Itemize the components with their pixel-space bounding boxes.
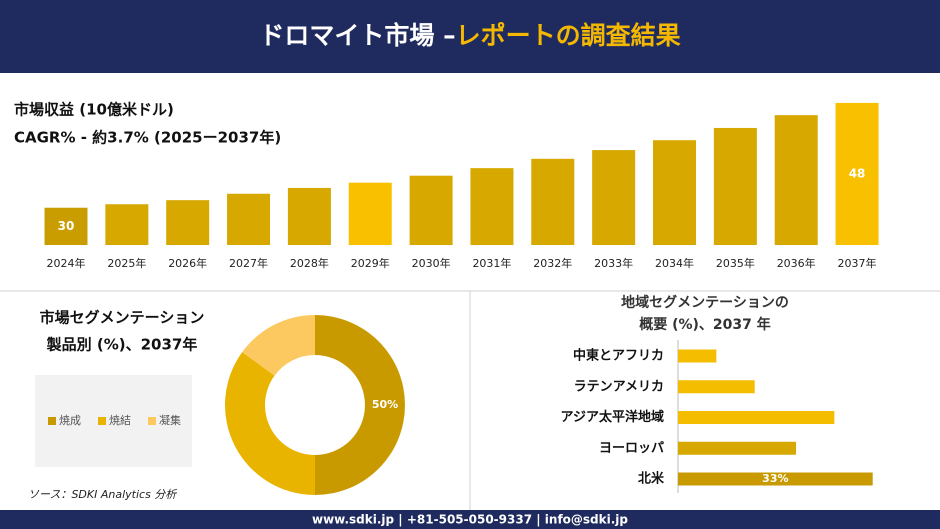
footer-band (0, 510, 940, 529)
bar (348, 182, 392, 245)
chart-subtitle: 市場収益 (10億米ドル) (14, 101, 174, 119)
source-note: ソース：SDKI Analytics 分析 (28, 488, 178, 501)
bar (678, 472, 873, 486)
category-label: 北米 (638, 471, 665, 487)
legend-label: 凝集 (159, 413, 181, 427)
legend-swatch (148, 417, 156, 425)
bar (227, 193, 271, 245)
x-tick-label: 2027年 (229, 256, 268, 270)
header-title: ドロマイト市場 –レポートの調査結果 (259, 21, 680, 50)
value-label: 30 (58, 219, 75, 233)
bar (44, 207, 88, 245)
chart-title: 地域セグメンテーションの (621, 294, 789, 311)
x-tick-label: 2035年 (716, 256, 755, 270)
x-tick-label: 2037年 (838, 256, 877, 270)
bar (835, 102, 879, 245)
category-label: ラテンアメリカ (574, 379, 664, 394)
value-label: 50% (372, 398, 398, 411)
donut-slice (242, 315, 315, 376)
bar (166, 200, 210, 245)
bar (774, 115, 818, 245)
category-label: ヨーロッパ (599, 441, 664, 456)
category-label: アジア太平洋地域 (561, 409, 664, 425)
legend-label: 焼成 (59, 414, 81, 427)
bar (678, 411, 835, 424)
bar (653, 140, 696, 245)
x-tick-label: 2029年 (351, 256, 390, 270)
x-tick-label: 2036年 (777, 256, 816, 270)
x-tick-label: 2026年 (168, 256, 207, 270)
bar (105, 204, 149, 245)
value-label: 48 (849, 166, 866, 180)
chart-title: 市場セグメンテーション (40, 309, 205, 327)
bar (678, 441, 796, 455)
x-tick-label: 2024年 (47, 256, 86, 270)
bar (678, 349, 717, 363)
bar (470, 168, 514, 245)
bar (678, 380, 755, 394)
x-tick-label: 2032年 (533, 256, 572, 270)
chart-title: 製品別 (%)、2037年 (46, 336, 198, 354)
donut-slice (225, 352, 315, 495)
bar (409, 175, 453, 245)
x-tick-label: 2034年 (655, 256, 694, 270)
legend-label: 焼結 (109, 413, 131, 427)
footer-contact: www.sdki.jp | +81-505-050-9337 | info@sd… (312, 513, 628, 527)
legend-swatch (98, 417, 106, 425)
x-tick-label: 2031年 (472, 256, 511, 270)
x-tick-label: 2028年 (290, 256, 329, 270)
x-tick-label: 2030年 (412, 256, 451, 270)
title-accent: レポートの調査結果 (456, 21, 681, 50)
legend-swatch (48, 417, 56, 425)
legend-box (35, 375, 192, 467)
bar (531, 158, 575, 245)
chart-subtitle: CAGR% - 約3.7% (2025ー2037年) (14, 129, 281, 147)
title-main: ドロマイト市場 – (259, 21, 455, 50)
bar (713, 127, 757, 245)
category-label: 中東とアフリカ (573, 348, 664, 364)
chart-title: 概要 (%)、2037 年 (639, 316, 771, 333)
bar (287, 187, 331, 245)
header-band (0, 0, 940, 73)
x-tick-label: 2025年 (107, 256, 146, 270)
x-tick-label: 2033年 (594, 256, 633, 270)
value-label: 33% (762, 472, 788, 485)
bar (592, 150, 636, 245)
donut-slice (315, 315, 405, 495)
